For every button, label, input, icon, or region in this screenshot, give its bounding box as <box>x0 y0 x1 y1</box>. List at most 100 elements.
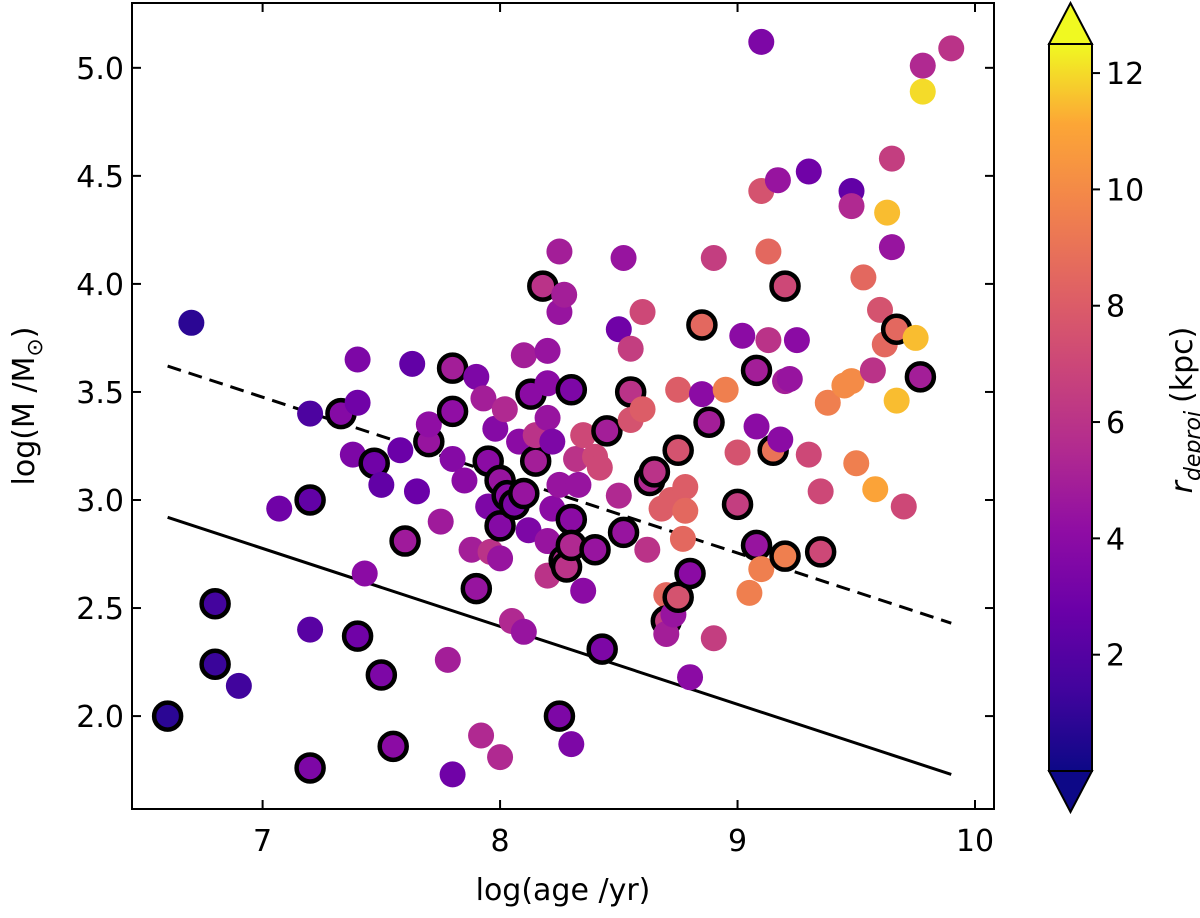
y-tick-label: 4.0 <box>76 268 124 303</box>
y-tick-label: 3.0 <box>76 484 124 519</box>
data-point <box>688 381 715 408</box>
data-point <box>605 316 632 343</box>
data-point <box>617 335 644 362</box>
data-point <box>736 579 763 606</box>
data-point <box>439 761 466 788</box>
axis-ticks: 7 8 9 10 2.0 2.5 3.0 3.5 4.0 4.5 5.0 <box>76 3 994 859</box>
y-tick-label: 4.5 <box>76 160 124 195</box>
data-point <box>729 322 756 349</box>
data-point-outlined <box>460 572 493 605</box>
data-point <box>482 415 509 442</box>
data-point <box>458 536 485 563</box>
data-point <box>344 389 371 416</box>
data-point <box>546 238 573 265</box>
data-point <box>672 474 699 501</box>
data-point-outlined <box>804 536 837 568</box>
data-point <box>563 445 590 472</box>
data-point-outlined <box>294 752 326 784</box>
data-point <box>767 426 794 453</box>
data-points <box>151 28 965 788</box>
data-point-outlined <box>721 488 754 521</box>
data-point <box>712 376 739 403</box>
colorbar-extend-top <box>1047 0 1094 45</box>
data-point <box>878 234 905 261</box>
data-point <box>909 52 936 79</box>
data-point <box>344 346 371 373</box>
data-point-outlined <box>151 700 184 732</box>
colorbar-gradient <box>1048 43 1093 772</box>
data-point <box>862 476 889 503</box>
colorbar-tick-label: 12 <box>1106 57 1144 92</box>
x-tick-label: 7 <box>253 824 272 859</box>
data-point-outlined <box>294 484 326 516</box>
data-point <box>570 422 597 449</box>
data-point-outlined <box>484 510 516 542</box>
data-point <box>491 396 518 423</box>
data-point-outlined <box>199 648 231 680</box>
data-point <box>629 299 656 326</box>
data-point <box>874 199 901 226</box>
data-point <box>351 560 378 587</box>
data-point <box>850 264 877 291</box>
data-point-outlined <box>638 456 671 488</box>
data-point-outlined <box>769 270 801 302</box>
data-point <box>546 471 573 498</box>
y-axis-label: log(M /M⊙) <box>7 326 48 485</box>
data-point-outlined <box>436 395 469 428</box>
data-point <box>297 400 324 427</box>
y-tick-label: 5.0 <box>76 52 124 87</box>
data-point <box>534 528 561 555</box>
data-point <box>266 495 293 522</box>
data-point <box>665 376 692 403</box>
data-point-outlined <box>607 516 640 549</box>
data-point <box>748 28 775 55</box>
data-point-outlined <box>543 700 576 732</box>
data-point-outlined <box>436 352 469 384</box>
data-point <box>534 337 561 364</box>
data-point <box>748 556 775 583</box>
data-point-outlined <box>199 587 231 620</box>
data-point-outlined <box>508 477 540 510</box>
data-point <box>468 722 495 749</box>
data-point-outlined <box>555 503 588 536</box>
colorbar-tick-label: 6 <box>1106 406 1125 441</box>
data-point <box>570 577 597 604</box>
data-point <box>843 450 870 477</box>
data-point <box>814 389 841 416</box>
data-point <box>539 428 566 455</box>
data-point <box>515 517 542 544</box>
data-point-outlined <box>769 540 801 572</box>
data-point <box>677 664 704 691</box>
data-point-outlined <box>377 730 409 763</box>
data-point-outlined <box>904 361 937 393</box>
solid-limit-line <box>167 515 952 776</box>
data-point <box>399 350 426 377</box>
data-point <box>883 387 910 414</box>
data-point-outlined <box>674 557 706 590</box>
data-point <box>724 439 751 466</box>
colorbar-ticks: 2 4 6 8 10 12 <box>1092 57 1144 674</box>
data-point <box>605 482 632 509</box>
data-point <box>764 167 791 194</box>
data-point <box>387 437 414 464</box>
data-point <box>807 478 834 505</box>
data-point <box>434 646 461 673</box>
data-point <box>487 744 514 771</box>
data-point <box>487 545 514 572</box>
data-point <box>783 327 810 354</box>
data-point <box>776 365 803 392</box>
y-tick-label: 2.0 <box>76 700 124 735</box>
data-point <box>178 309 205 336</box>
data-point <box>700 244 727 271</box>
data-point <box>669 525 696 552</box>
data-point-outlined <box>591 415 623 447</box>
colorbar-tick-label: 10 <box>1106 173 1144 208</box>
data-point <box>902 324 929 351</box>
data-point-outlined <box>389 525 421 557</box>
data-point-outlined <box>555 374 588 406</box>
data-point <box>415 411 442 438</box>
data-point <box>451 467 478 494</box>
data-point <box>565 471 592 498</box>
data-point-outlined <box>579 533 611 566</box>
